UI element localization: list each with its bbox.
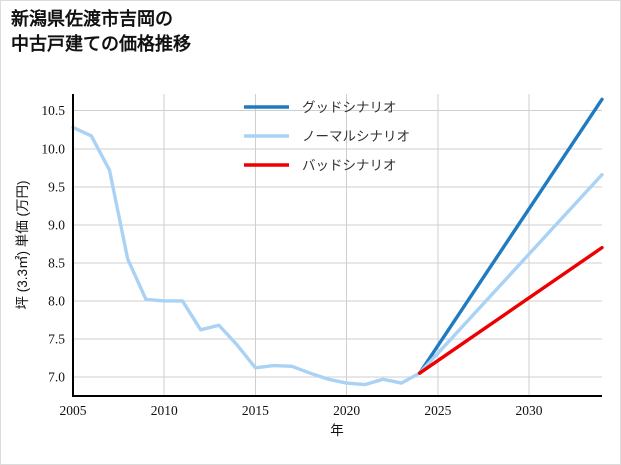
x-tick-label: 2025 bbox=[424, 403, 451, 418]
y-gridlines bbox=[73, 110, 602, 378]
y-tick-label: 7.5 bbox=[48, 331, 65, 346]
y-tick-labels: 7.0 7.5 8.0 8.5 9.0 9.5 10.0 10.5 bbox=[41, 103, 65, 384]
legend-label-0: グッドシナリオ bbox=[302, 100, 397, 115]
series-line-3 bbox=[417, 245, 604, 375]
y-axis-title: 坪 (3.3㎡) 単価 (万円) bbox=[15, 180, 30, 309]
y-tick-label: 8.0 bbox=[48, 293, 65, 308]
y-tick-label: 9.5 bbox=[48, 179, 65, 194]
x-tick-label: 2005 bbox=[60, 403, 87, 418]
x-tick-label: 2010 bbox=[151, 403, 178, 418]
x-tick-labels: 2005 2010 2015 2020 2025 2030 bbox=[60, 403, 543, 418]
x-tick-label: 2015 bbox=[242, 403, 269, 418]
x-tick-label: 2030 bbox=[516, 403, 543, 418]
x-tick-label: 2020 bbox=[333, 403, 360, 418]
y-tick-label: 8.5 bbox=[48, 255, 65, 270]
legend-label-1: ノーマルシナリオ bbox=[302, 129, 410, 144]
y-tick-label: 10.0 bbox=[41, 141, 65, 156]
legend-label-2: バッドシナリオ bbox=[302, 158, 397, 173]
x-axis-title: 年 bbox=[330, 423, 344, 438]
series-line-0 bbox=[71, 125, 422, 387]
series-layer bbox=[71, 97, 604, 387]
y-tick-label: 10.5 bbox=[41, 103, 65, 118]
axis-lines bbox=[72, 94, 602, 397]
page-title: 新潟県佐渡市吉岡の 中古戸建ての価格推移 bbox=[11, 9, 191, 54]
series-line-1 bbox=[417, 97, 604, 375]
y-tick-label: 9.0 bbox=[48, 217, 65, 232]
x-gridlines bbox=[163, 94, 530, 396]
y-tick-label: 7.0 bbox=[48, 369, 65, 384]
series-line-2 bbox=[417, 172, 604, 375]
